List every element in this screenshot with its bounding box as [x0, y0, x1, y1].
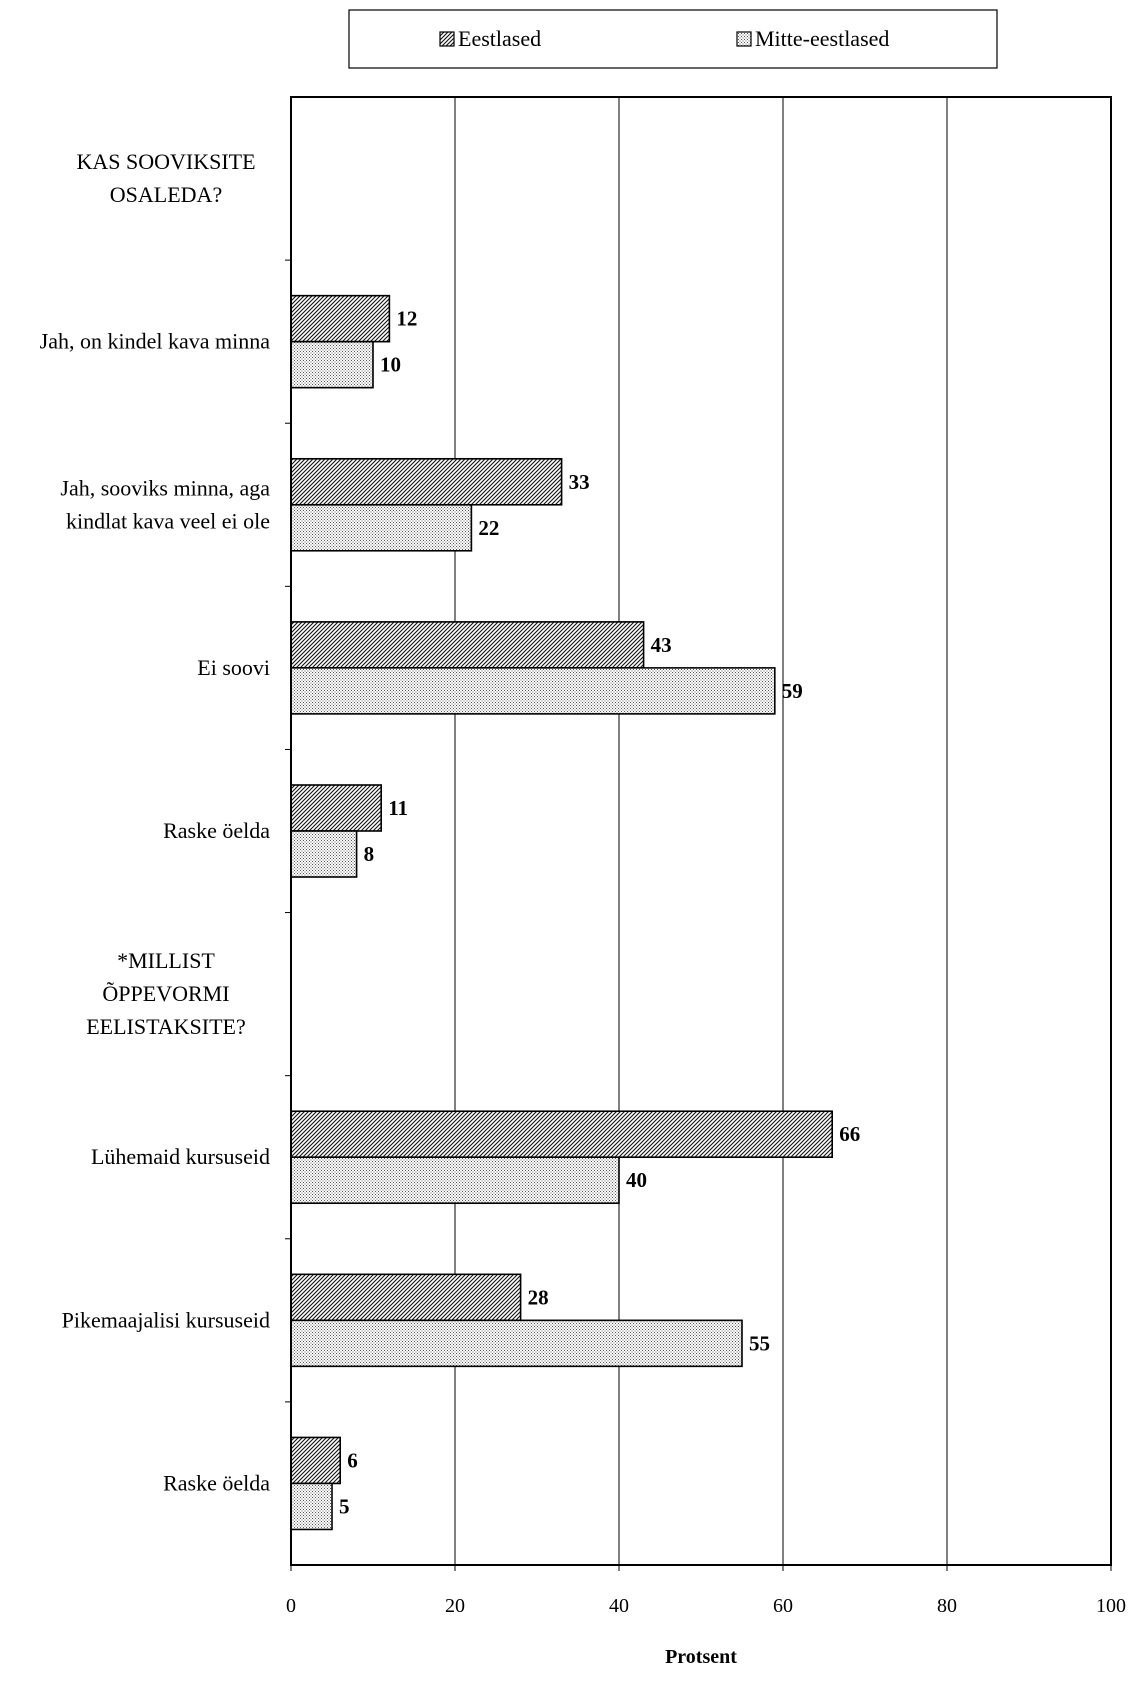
category-label: Pikemaajalisi kursuseid: [62, 1307, 270, 1332]
bar-mitte-eestlased: [290, 830, 358, 878]
bar-eestlased: [290, 1273, 522, 1322]
x-tick-label: 40: [609, 1595, 629, 1617]
bar-mitte-eestlased: [290, 1319, 743, 1368]
data-label: 55: [749, 1331, 770, 1355]
x-tick-label: 80: [937, 1595, 957, 1617]
data-label: 28: [528, 1285, 549, 1309]
bar-mitte-eestlased: [290, 1482, 333, 1531]
plot-frame: [290, 96, 1112, 1566]
data-label: 11: [388, 796, 408, 820]
legend-label: Eestlased: [458, 26, 541, 51]
bar-eestlased: [290, 1110, 834, 1159]
category-label: Lühemaid kursuseid: [91, 1144, 270, 1169]
category-label: Raske öelda: [163, 1470, 270, 1495]
category-label: Ei soovi: [197, 655, 270, 680]
legend-swatch-mitte-eestlased: [736, 31, 752, 47]
x-tick-label: 20: [445, 1595, 465, 1617]
legend: Eestlased Mitte-eestlased: [348, 9, 998, 69]
legend-label: Mitte-eestlased: [755, 26, 889, 51]
category-label: Jah, sooviks minna, aga kindlat kava veel…: [60, 475, 270, 533]
bar-mitte-eestlased: [290, 503, 473, 552]
data-label: 12: [396, 307, 417, 331]
data-label: 43: [651, 633, 672, 657]
x-tick-label: 0: [286, 1595, 296, 1617]
bar-eestlased: [290, 784, 382, 832]
data-label: 5: [339, 1494, 350, 1518]
bar-eestlased: [290, 621, 645, 669]
legend-swatch-eestlased: [439, 31, 455, 47]
bar-mitte-eestlased: [290, 340, 374, 389]
x-tick-label: 60: [773, 1595, 793, 1617]
data-label: 40: [626, 1168, 647, 1192]
data-label: 10: [380, 353, 401, 377]
data-label: 6: [347, 1448, 358, 1472]
category-label: Jah, on kindel kava minna: [40, 329, 271, 354]
bar-eestlased: [290, 1436, 342, 1485]
bar-eestlased: [290, 294, 391, 343]
data-label: 33: [569, 470, 590, 494]
section-heading: *MILLIST ÕPPEVORMI EELISTAKSITE?: [86, 948, 246, 1039]
section-heading: KAS SOOVIKSITE OSALEDA?: [76, 149, 255, 207]
bar-eestlased: [290, 457, 563, 506]
legend-box: [348, 9, 998, 69]
x-axis-title: Protsent: [665, 1646, 737, 1668]
category-labels: KAS SOOVIKSITE OSALEDA? Jah, on kindel kav…: [40, 149, 271, 1495]
data-label: 59: [782, 679, 803, 703]
bars: 12 10 33 22 43 59 11 8 66 40 28 55 6 5: [290, 294, 860, 1531]
x-tick-label: 100: [1096, 1595, 1126, 1617]
data-label: 22: [478, 516, 499, 540]
data-label: 8: [364, 842, 375, 866]
data-label: 66: [839, 1122, 860, 1146]
bar-mitte-eestlased: [290, 667, 776, 715]
bar-mitte-eestlased: [290, 1156, 620, 1205]
axes: 0 20 40 60 80 100 Protsent: [285, 96, 1126, 1668]
category-label: Raske öelda: [163, 818, 270, 843]
